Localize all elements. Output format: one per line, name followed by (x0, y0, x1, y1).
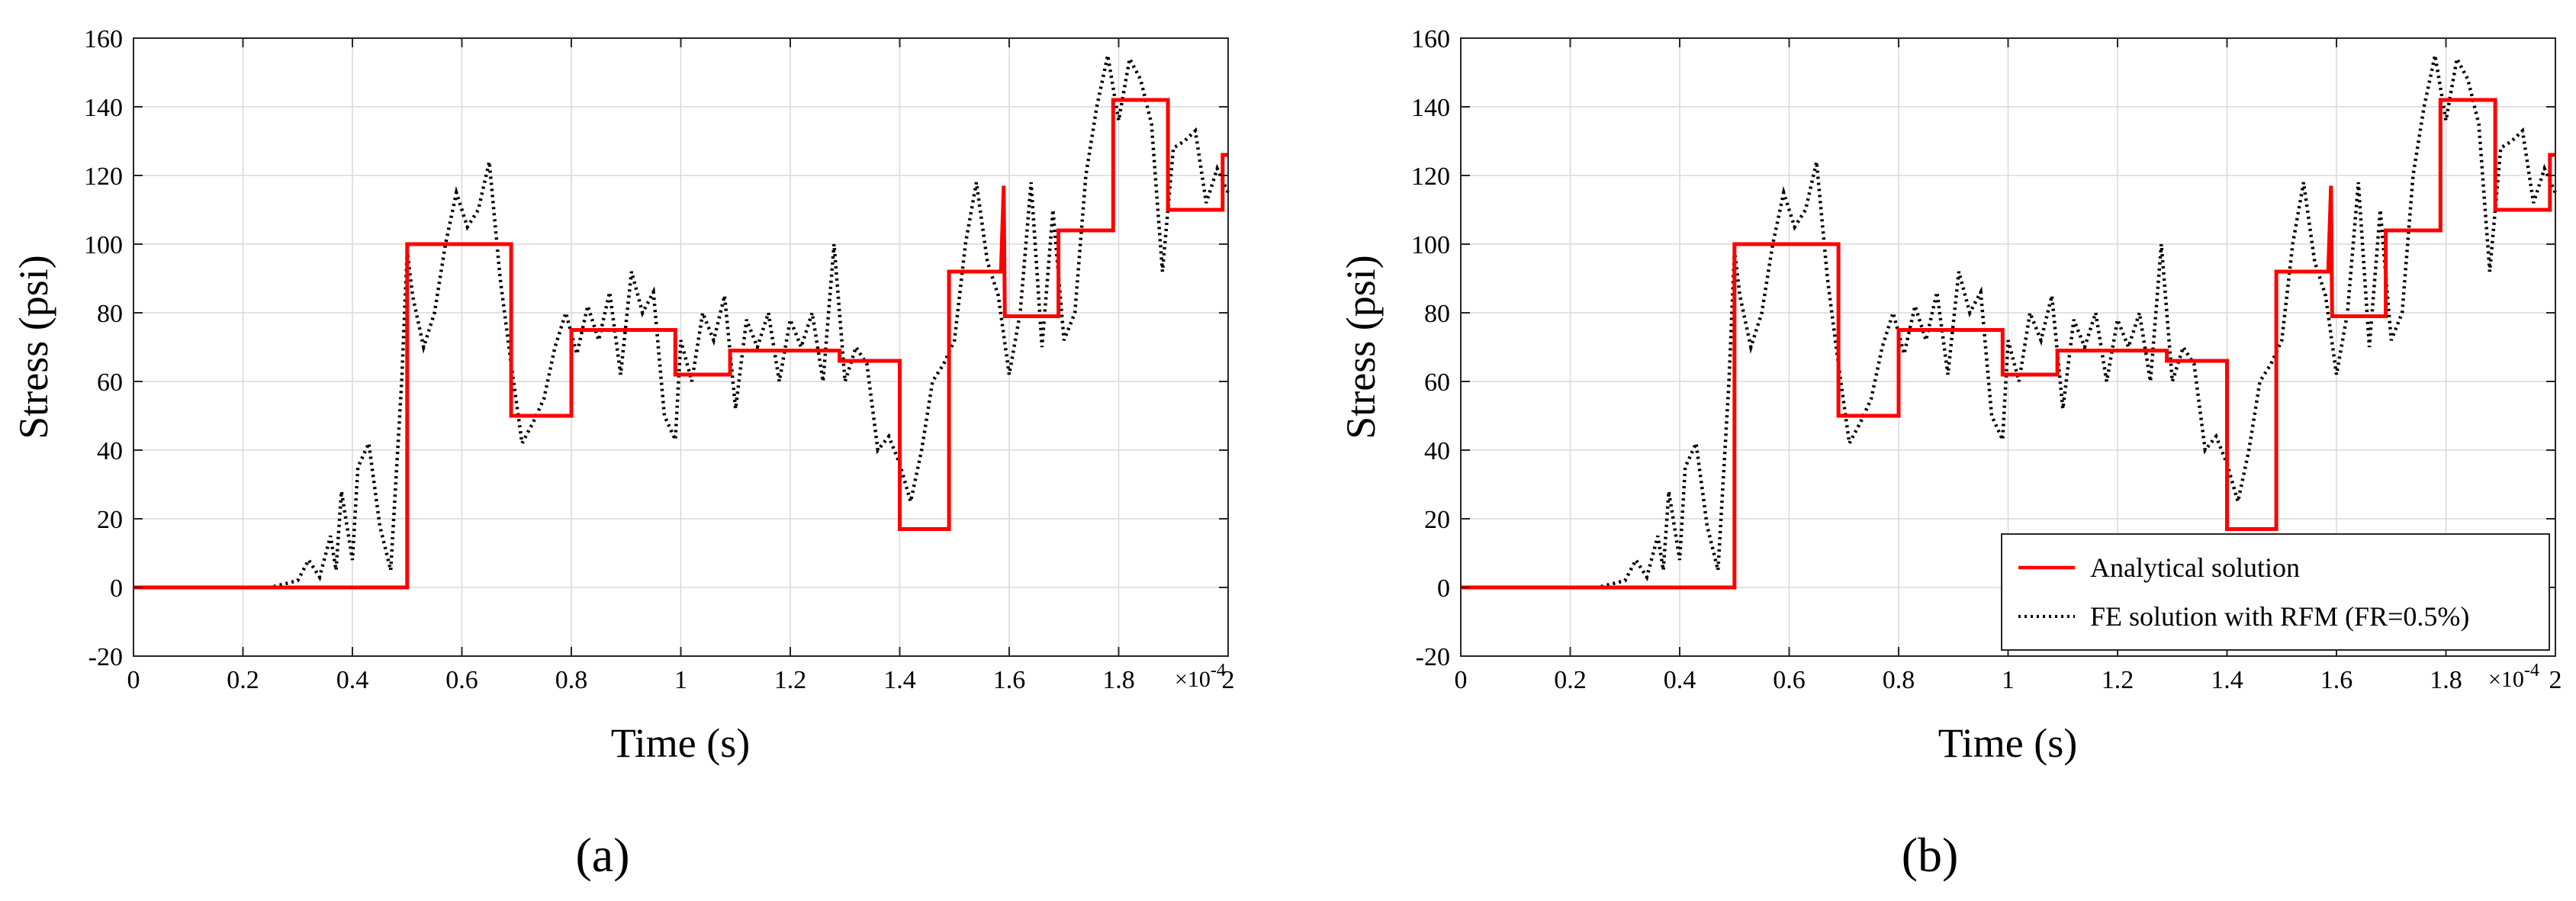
plot-lines (1461, 53, 2558, 590)
tick-marks (1460, 37, 2556, 657)
panel-b: 0 0.2 0.4 0.6 0.8 1 1.2 1.4 1.6 1.8 2 -20020406080… (1338, 25, 2562, 882)
legend-box (2001, 533, 2550, 651)
x-tick-label: 1.4 (883, 666, 916, 694)
x-multiplier-base: ×10 (1175, 667, 1211, 692)
x-tick-labels: 0 0.2 0.4 0.6 0.8 1 1.2 1.4 1.6 1.8 2 (127, 666, 1235, 694)
x-tick-label: 1.6 (993, 666, 1026, 694)
x-tick-label: 1.4 (2211, 666, 2243, 694)
series-line-fe (1461, 53, 2558, 590)
x-tick-label: 0 (1455, 666, 1468, 694)
y-tick-label: 40 (97, 437, 123, 465)
series-line-analytical (133, 98, 1228, 590)
grid-lines (133, 37, 1229, 657)
x-tick-label: 1 (674, 666, 687, 694)
x-multiplier-base: ×10 (2488, 667, 2524, 692)
y-tick-label: 40 (1424, 437, 1450, 465)
x-tick-label: 0.4 (1664, 666, 1696, 694)
x-tick-label: 0.6 (1773, 666, 1806, 694)
x-axis-label: Time (s) (611, 720, 751, 766)
y-tick-label: 100 (84, 231, 123, 259)
y-tick-label: 120 (1411, 163, 1450, 191)
y-tick-label: 20 (97, 506, 123, 534)
x-tick-label: 0.4 (336, 666, 369, 694)
x-axis-label: Time (s) (1938, 720, 2078, 766)
y-tick-label: -20 (1416, 643, 1450, 671)
x-tick-labels: 0 0.2 0.4 0.6 0.8 1 1.2 1.4 1.6 1.8 2 (1455, 666, 2562, 694)
panel-a: 0 0.2 0.4 0.6 0.8 1 1.2 1.4 1.6 1.8 2 -20020406080… (11, 25, 1235, 882)
y-tick-label: 160 (84, 25, 123, 53)
x-tick-label: 0 (127, 666, 140, 694)
y-tick-label: 100 (1411, 231, 1450, 259)
x-tick-label: 0.2 (1554, 666, 1587, 694)
y-tick-label: 60 (97, 368, 123, 397)
x-tick-label: 2 (1222, 666, 1235, 694)
y-tick-label: 140 (84, 94, 123, 122)
y-tick-label: 80 (97, 300, 123, 328)
x-tick-label: 2 (2549, 666, 2562, 694)
legend-label-fe: FE solution with RFM (FR=0.5%) (2090, 601, 2469, 632)
series-line-fe (133, 53, 1230, 590)
x-tick-label: 0.8 (555, 666, 588, 694)
y-axis-label: Stress (psi) (1338, 255, 1384, 439)
y-tick-labels: -20 0 20 40 60 80 100 120 140 160 (1411, 25, 1450, 671)
legend: Analytical solution FE solution with RFM… (2001, 533, 2550, 651)
y-tick-label: 140 (1411, 94, 1450, 122)
plot-lines (133, 53, 1230, 590)
panel-caption: (a) (575, 828, 629, 882)
y-tick-label: 80 (1424, 300, 1450, 328)
x-tick-label: 0.2 (227, 666, 259, 694)
y-tick-label: 0 (1437, 574, 1450, 603)
y-tick-label: -20 (88, 643, 123, 671)
y-tick-label: 120 (84, 163, 123, 191)
x-tick-label: 1.6 (2320, 666, 2353, 694)
y-tick-label: 160 (1411, 25, 1450, 53)
x-tick-label: 1.2 (2102, 666, 2134, 694)
series-line-analytical (1461, 98, 2555, 590)
x-multiplier: ×10-4 (2488, 661, 2539, 692)
legend-label-analytical: Analytical solution (2090, 552, 2300, 583)
x-tick-label: 1.2 (774, 666, 807, 694)
y-tick-label: 20 (1424, 506, 1450, 534)
tick-marks (133, 37, 1229, 657)
x-tick-label: 1 (2002, 666, 2015, 694)
x-tick-label: 1.8 (1102, 666, 1135, 694)
y-tick-labels: -20 0 20 40 60 80 100 120 140 160 (84, 25, 123, 671)
x-multiplier-exponent: -4 (2524, 661, 2539, 681)
x-multiplier-exponent: -4 (1211, 661, 1226, 681)
x-tick-label: 0.6 (445, 666, 478, 694)
panel-caption: (b) (1902, 828, 1959, 882)
y-axis-label: Stress (psi) (11, 255, 56, 439)
x-tick-label: 1.8 (2430, 666, 2462, 694)
x-tick-label: 0.8 (1883, 666, 1915, 694)
y-tick-label: 0 (110, 574, 123, 603)
y-tick-label: 60 (1424, 368, 1450, 397)
x-multiplier: ×10-4 (1175, 661, 1226, 692)
